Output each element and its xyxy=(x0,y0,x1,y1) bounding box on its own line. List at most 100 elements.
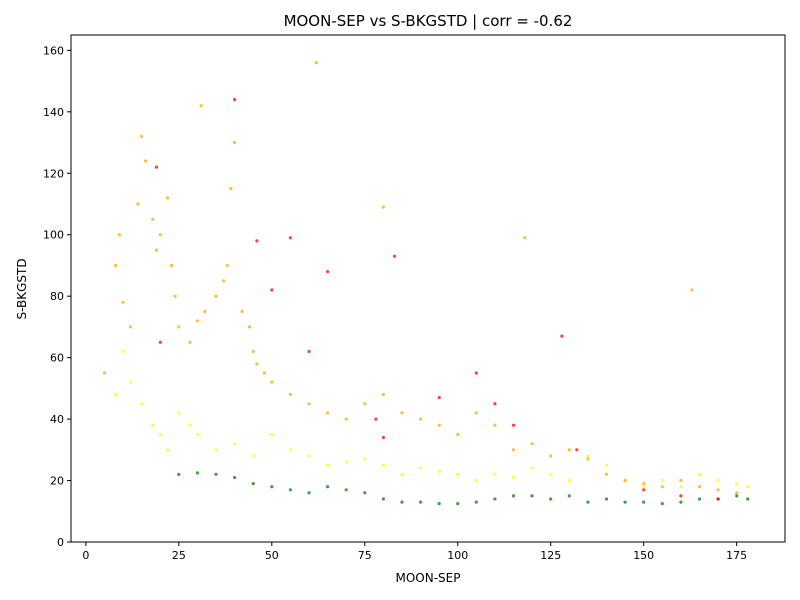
data-point xyxy=(363,457,367,461)
data-point xyxy=(270,485,274,489)
data-point xyxy=(114,392,118,397)
data-point xyxy=(344,417,348,421)
data-point xyxy=(697,485,702,489)
y-tick-label: 20 xyxy=(50,475,64,488)
data-point xyxy=(233,140,237,145)
data-point xyxy=(549,497,553,501)
data-point xyxy=(233,97,237,102)
data-point xyxy=(642,482,646,486)
data-point xyxy=(586,457,590,461)
data-point xyxy=(270,380,274,384)
data-point xyxy=(493,423,497,427)
data-point xyxy=(166,448,170,452)
data-point xyxy=(307,454,311,458)
data-point xyxy=(474,478,478,483)
data-point xyxy=(270,288,274,292)
data-point xyxy=(511,448,516,452)
data-point xyxy=(400,500,404,504)
data-point xyxy=(456,502,460,506)
data-point xyxy=(493,402,497,406)
data-point xyxy=(474,371,478,375)
data-point xyxy=(121,349,125,354)
data-point xyxy=(307,349,311,354)
x-tick-label: 100 xyxy=(447,549,468,562)
x-tick-label: 0 xyxy=(82,549,89,562)
data-point xyxy=(214,472,218,476)
data-point xyxy=(549,454,553,458)
data-point xyxy=(158,432,162,437)
data-point xyxy=(158,233,162,237)
data-point xyxy=(173,294,177,298)
data-point xyxy=(511,494,516,498)
data-point xyxy=(474,500,478,504)
data-point xyxy=(233,442,237,446)
data-point xyxy=(140,402,144,406)
y-tick-label: 140 xyxy=(43,106,64,119)
data-point xyxy=(374,417,378,421)
data-point xyxy=(363,491,367,495)
data-point xyxy=(437,396,441,400)
data-point xyxy=(456,472,460,476)
data-point xyxy=(158,340,162,344)
data-point xyxy=(530,466,534,470)
data-point xyxy=(456,432,460,437)
data-point xyxy=(188,423,192,427)
data-point xyxy=(523,236,527,240)
data-point xyxy=(586,500,590,504)
data-point xyxy=(154,165,159,169)
chart-title: MOON-SEP vs S-BKGSTD | corr = -0.62 xyxy=(284,12,573,30)
data-point xyxy=(195,471,199,475)
data-point xyxy=(493,497,497,501)
y-tick-label: 0 xyxy=(57,536,64,549)
data-point xyxy=(240,309,244,314)
data-point xyxy=(307,402,311,406)
data-point xyxy=(251,482,255,486)
data-point xyxy=(288,236,292,240)
data-point xyxy=(735,494,739,498)
data-point xyxy=(326,411,330,415)
data-point xyxy=(400,411,404,415)
data-point xyxy=(381,435,385,440)
y-axis: 0 20 40 60 80 100 120 140 160 xyxy=(43,44,71,549)
data-point xyxy=(746,497,750,501)
data-point xyxy=(117,233,121,237)
data-point xyxy=(381,497,385,501)
x-tick-label: 50 xyxy=(265,549,279,562)
y-tick-label: 80 xyxy=(50,290,64,303)
data-point xyxy=(567,478,571,483)
data-point xyxy=(229,187,233,191)
data-point xyxy=(121,300,125,304)
data-point xyxy=(128,325,133,329)
data-point xyxy=(381,392,385,397)
data-point xyxy=(102,371,107,375)
x-tick-label: 75 xyxy=(358,549,372,562)
data-point xyxy=(493,472,497,476)
x-tick-label: 150 xyxy=(633,549,654,562)
data-point xyxy=(530,442,534,446)
y-tick-label: 60 xyxy=(50,352,64,365)
data-point xyxy=(586,454,590,458)
data-point xyxy=(437,469,441,473)
data-point xyxy=(381,463,385,467)
data-point xyxy=(604,472,609,476)
data-point xyxy=(575,448,579,452)
data-point xyxy=(199,104,203,108)
data-point xyxy=(642,485,646,489)
x-tick-label: 125 xyxy=(540,549,561,562)
data-point xyxy=(195,432,199,437)
data-point xyxy=(746,485,750,489)
data-point xyxy=(203,309,207,314)
data-point xyxy=(262,371,266,375)
data-point xyxy=(567,448,571,452)
data-point xyxy=(177,472,181,476)
data-point xyxy=(530,494,534,498)
data-point xyxy=(604,497,609,501)
data-point xyxy=(735,491,739,495)
data-point xyxy=(151,423,155,427)
data-point xyxy=(419,466,423,470)
data-point xyxy=(660,485,664,489)
data-point xyxy=(143,159,147,163)
data-point xyxy=(326,270,330,274)
data-point xyxy=(247,325,252,329)
